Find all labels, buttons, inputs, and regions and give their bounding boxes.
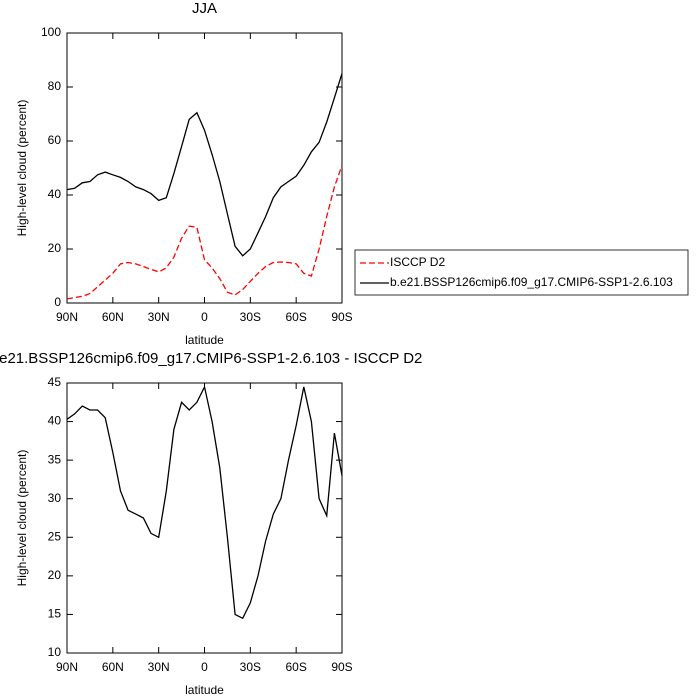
legend-label: ISCCP D2 (390, 255, 445, 269)
plot-frame (66, 32, 343, 304)
x-tick-label: 90N (56, 310, 78, 324)
y-tick-label: 10 (48, 645, 62, 659)
x-tick-label: 30S (240, 310, 261, 324)
x-tick-label: 30N (148, 660, 170, 674)
plot-frame (66, 382, 343, 654)
x-axis-label: latitude (185, 333, 224, 347)
chart-title: JJA (192, 0, 217, 17)
y-tick-label: 100 (41, 25, 61, 39)
x-tick-label: 60S (285, 660, 306, 674)
x-tick-label: 90N (56, 660, 78, 674)
y-tick-label: 20 (48, 568, 62, 582)
y-axis-label: High-level cloud (percent) (15, 450, 29, 587)
x-tick-label: 60S (285, 310, 306, 324)
x-tick-label: 90S (331, 310, 352, 324)
y-tick-label: 35 (48, 452, 62, 466)
y-tick-label: 15 (48, 607, 62, 621)
y-tick-label: 25 (48, 529, 62, 543)
data-line (66, 73, 343, 257)
x-tick-label: 60N (102, 310, 124, 324)
x-tick-label: 0 (201, 660, 208, 674)
data-line (66, 384, 343, 620)
y-tick-label: 40 (48, 414, 62, 428)
legend-label: b.e21.BSSP126cmip6.f09_g17.CMIP6-SSP1-2.… (390, 275, 673, 289)
x-tick-label: 30N (148, 310, 170, 324)
y-tick-label: 20 (48, 241, 62, 255)
x-tick-label: 60N (102, 660, 124, 674)
y-tick-label: 40 (48, 187, 62, 201)
x-tick-label: 0 (201, 310, 208, 324)
chart-title: b.e21.BSSP126cmip6.f09_g17.CMIP6-SSP1-2.… (0, 350, 422, 367)
data-line (66, 165, 343, 300)
legend-box (354, 249, 689, 296)
y-tick-label: 80 (48, 79, 62, 93)
y-tick-label: 30 (48, 491, 62, 505)
x-tick-label: 30S (240, 660, 261, 674)
y-tick-label: 45 (48, 375, 62, 389)
y-axis-label: High-level cloud (percent) (15, 100, 29, 237)
x-axis-label: latitude (185, 683, 224, 697)
y-tick-label: 60 (48, 133, 62, 147)
x-tick-label: 90S (331, 660, 352, 674)
y-tick-label: 0 (54, 295, 61, 309)
